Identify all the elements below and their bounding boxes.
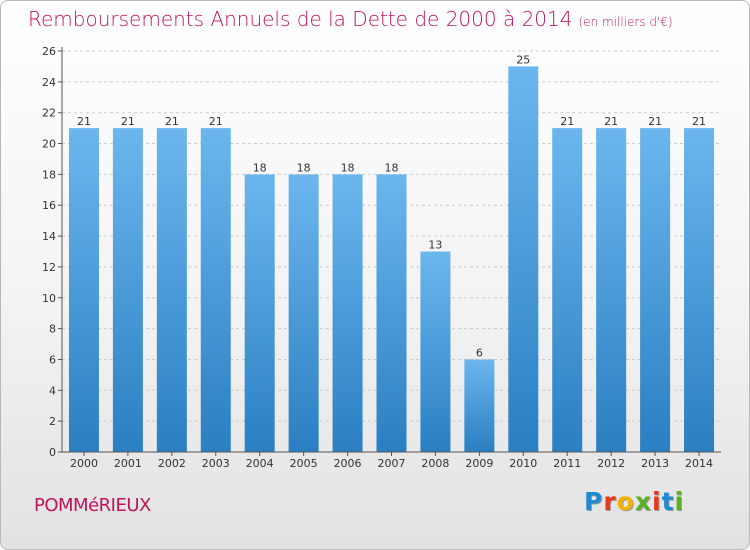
commune-name: POMMéRIEUX <box>34 495 151 516</box>
logo-letter: i <box>652 487 662 516</box>
x-tick-label: 2004 <box>246 457 274 470</box>
bar-2003 <box>200 128 231 452</box>
x-tick-label: 2007 <box>378 457 406 470</box>
logo-letter: P <box>584 487 604 516</box>
x-tick-label: 2013 <box>641 457 669 470</box>
data-label: 21 <box>692 115 706 128</box>
data-label: 21 <box>560 115 574 128</box>
data-label: 6 <box>476 346 483 359</box>
data-label: 13 <box>428 239 442 252</box>
y-tick-label: 20 <box>42 138 56 151</box>
data-label: 18 <box>385 161 399 174</box>
data-label: 21 <box>209 115 223 128</box>
y-tick-label: 24 <box>42 76 56 89</box>
bar-2002 <box>156 128 187 452</box>
bar-2012 <box>596 128 627 452</box>
x-tick-label: 2009 <box>465 457 493 470</box>
x-tick-label: 2006 <box>334 457 362 470</box>
x-tick-label: 2002 <box>158 457 186 470</box>
y-tick-label: 8 <box>49 323 56 336</box>
bar-2004 <box>244 174 275 452</box>
x-tick-label: 2001 <box>114 457 142 470</box>
bar-2011 <box>552 128 583 452</box>
x-tick-label: 2012 <box>597 457 625 470</box>
x-tick-label: 2003 <box>202 457 230 470</box>
y-tick-label: 14 <box>42 230 56 243</box>
y-tick-label: 22 <box>42 107 56 120</box>
y-tick-label: 0 <box>49 446 56 459</box>
x-tick-label: 2008 <box>421 457 449 470</box>
data-label: 18 <box>253 161 267 174</box>
data-label: 18 <box>297 161 311 174</box>
logo-letter: i <box>674 487 685 516</box>
y-tick-label: 18 <box>42 168 56 181</box>
chart-title-text: Remboursements Annuels de la Dette de 20… <box>28 7 573 31</box>
data-label: 21 <box>121 115 135 128</box>
data-label: 25 <box>516 53 530 66</box>
bar-2013 <box>640 128 671 452</box>
bar-2010 <box>508 66 539 452</box>
bars <box>68 66 715 452</box>
x-tick-label: 2010 <box>509 457 537 470</box>
bar-2001 <box>112 128 143 452</box>
y-tick-label: 2 <box>49 415 56 428</box>
chart-unit: (en milliers d'€) <box>578 15 673 29</box>
logo-letter: r <box>603 487 617 516</box>
bar-2007 <box>376 174 407 452</box>
data-label: 21 <box>77 115 91 128</box>
data-label: 21 <box>604 115 618 128</box>
bar-2008 <box>420 251 451 452</box>
logo-letter: o <box>616 487 635 516</box>
x-tick-label: 2000 <box>70 457 98 470</box>
y-tick-label: 6 <box>49 353 56 366</box>
proxiti-logo[interactable]: Proxiti <box>584 487 684 516</box>
data-label: 18 <box>341 161 355 174</box>
logo-letter: x <box>634 487 652 516</box>
logo-letter: t <box>661 487 675 516</box>
bar-2006 <box>332 174 363 452</box>
x-tick-label: 2005 <box>290 457 318 470</box>
y-tick-label: 4 <box>49 384 56 397</box>
y-tick-label: 26 <box>42 45 56 58</box>
bar-2000 <box>68 128 99 452</box>
y-tick-label: 16 <box>42 199 56 212</box>
bar-2009 <box>464 359 495 452</box>
bar-2014 <box>684 128 715 452</box>
data-labels: 21 21 21 21 18 18 18 18 13 6 25 21 21 21 21 <box>77 53 706 359</box>
y-tick-label: 12 <box>42 261 56 274</box>
chart-title: Remboursements Annuels de la Dette de 20… <box>28 7 673 31</box>
data-label: 21 <box>165 115 179 128</box>
x-tick-label: 2014 <box>685 457 713 470</box>
x-tick-label: 2011 <box>553 457 581 470</box>
data-label: 21 <box>648 115 662 128</box>
y-tick-label: 10 <box>42 292 56 305</box>
bar-2005 <box>288 174 319 452</box>
